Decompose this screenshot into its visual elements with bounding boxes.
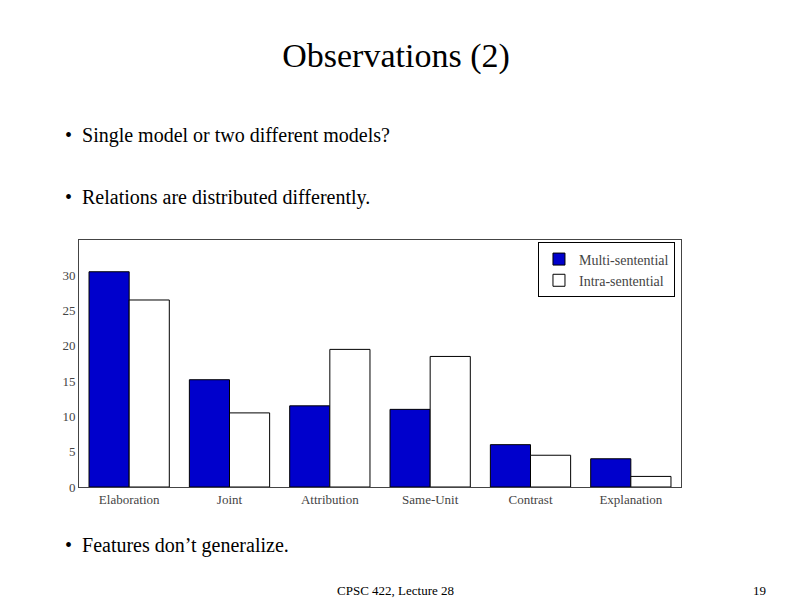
svg-text:Multi-sentential: Multi-sentential <box>579 253 669 268</box>
svg-text:• Single model or two differe: • Single model or two different models? <box>65 124 390 147</box>
svg-text:Contrast: Contrast <box>508 492 552 507</box>
svg-text:Elaboration: Elaboration <box>99 492 160 507</box>
svg-text:• Relations are distributed d: • Relations are distributed differently. <box>65 186 370 209</box>
svg-text:• Features don’t generalize.: • Features don’t generalize. <box>65 534 289 557</box>
svg-text:Same-Unit: Same-Unit <box>402 492 459 507</box>
svg-text:Attribution: Attribution <box>301 492 359 507</box>
svg-text:Explanation: Explanation <box>599 492 662 507</box>
svg-text:19: 19 <box>753 583 766 598</box>
svg-text:Observations (2): Observations (2) <box>282 37 510 75</box>
svg-text:Intra-sentential: Intra-sentential <box>579 274 664 289</box>
svg-text:Joint: Joint <box>217 492 243 507</box>
svg-text:0: 0 <box>69 480 76 495</box>
svg-text:10: 10 <box>62 409 75 424</box>
svg-text:25: 25 <box>62 303 75 318</box>
svg-text:5: 5 <box>69 444 76 459</box>
svg-text:CPSC 422, Lecture 28: CPSC 422, Lecture 28 <box>337 583 454 598</box>
svg-text:15: 15 <box>62 374 75 389</box>
svg-text:20: 20 <box>62 338 75 353</box>
svg-text:30: 30 <box>62 268 75 283</box>
